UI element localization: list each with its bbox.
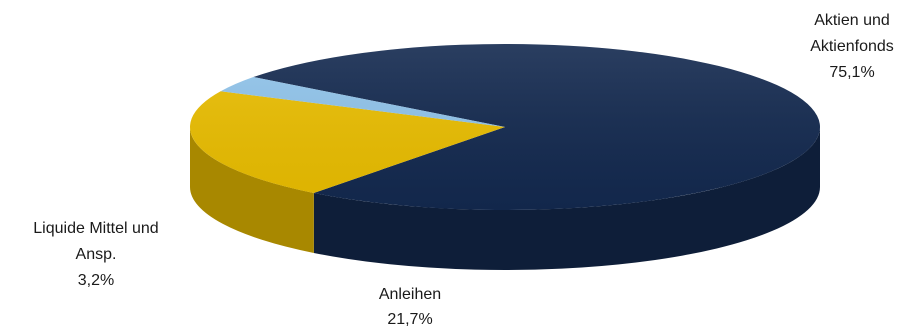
label-liquide-line-1: Liquide Mittel und	[33, 220, 158, 237]
label-aktien: Aktien und Aktienfonds 75,1%	[810, 12, 894, 81]
label-aktien-line-2: Aktienfonds	[810, 38, 894, 55]
pie-labels: Aktien und Aktienfonds 75,1% Anleihen 21…	[33, 12, 894, 326]
pie-top-highlight	[190, 44, 820, 210]
pie-side-anleihen	[190, 127, 314, 253]
pie-side-aktien	[313, 127, 820, 271]
label-liquide-value: 3,2%	[78, 272, 114, 289]
pie-tops	[190, 43, 820, 210]
label-liquide-line-2: Ansp.	[76, 246, 117, 263]
label-anleihen-line-1: Anleihen	[379, 286, 441, 303]
label-anleihen: Anleihen 21,7%	[379, 286, 441, 326]
label-liquide: Liquide Mittel und Ansp. 3,2%	[33, 220, 158, 289]
pie-sides	[190, 127, 820, 271]
label-aktien-line-1: Aktien und	[814, 12, 890, 29]
label-aktien-value: 75,1%	[829, 64, 874, 81]
label-anleihen-value: 21,7%	[387, 311, 432, 326]
